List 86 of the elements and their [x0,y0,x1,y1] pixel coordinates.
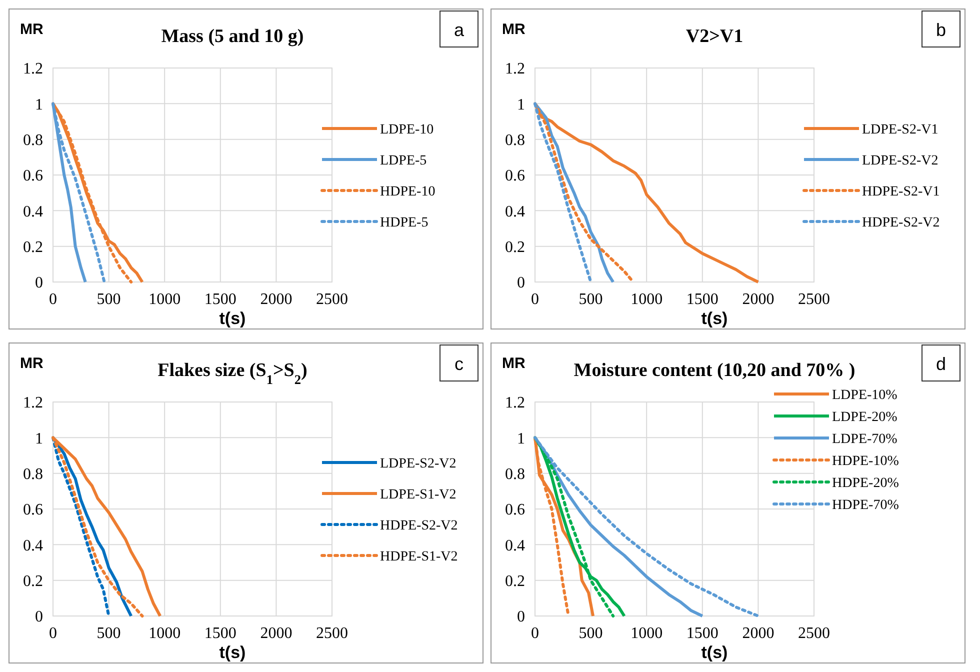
legend-label: HDPE-S1-V2 [380,549,458,564]
x-axis-title: t(s) [701,309,728,328]
y-tick-label: 0.8 [23,466,43,483]
y-axis-title: MR [502,355,526,372]
x-tick-label: 0 [531,625,539,642]
legend-label: HDPE-S2-V2 [380,518,458,534]
x-tick-label: 0 [49,291,57,308]
x-tick-label: 2500 [798,291,830,308]
legend-label: HDPE-70% [832,498,900,513]
legend-label: HDPE-5 [380,215,428,230]
text: b [936,20,946,40]
text: d [936,354,946,374]
legend-label: LDPE-S1-V2 [380,487,456,502]
y-tick-label: 1 [35,430,43,448]
y-tick-label: 1.2 [505,394,525,412]
x-tick-label: 1500 [686,291,718,308]
y-tick-label: 0.4 [505,537,525,554]
y-tick-label: 1.2 [505,60,525,78]
y-tick-label: 0.2 [505,572,525,590]
x-tick-label: 500 [578,291,603,308]
y-tick-label: 0.6 [505,502,525,519]
y-axis-title: MR [502,21,526,38]
x-tick-label: 1000 [630,625,663,642]
x-tick-label: 500 [96,291,121,308]
legend-label: LDPE-S2-V1 [862,122,938,138]
legend-label: LDPE-10% [832,388,898,403]
y-tick-label: 1 [517,430,525,448]
chart-title: V2>V1 [686,26,744,47]
legend-label: LDPE-10 [380,122,434,138]
y-axis-title: MR [20,21,44,38]
x-tick-label: 500 [578,625,603,642]
y-tick-label: 0.6 [23,502,43,519]
y-tick-label: 0.8 [23,132,43,149]
x-tick-label: 2000 [742,625,774,642]
y-tick-label: 0 [35,274,43,292]
x-axis-title: t(s) [219,643,246,662]
legend-label: HDPE-S2-V1 [862,184,940,200]
x-axis-title: t(s) [701,643,728,662]
chart-title: Mass (5 and 10 g) [161,26,304,47]
text: a [454,20,465,40]
x-tick-label: 2000 [742,291,774,308]
legend-label: HDPE-S2-V2 [862,215,940,230]
x-tick-label: 1500 [204,625,236,642]
x-tick-label: 1500 [686,625,718,642]
y-tick-label: 0 [35,608,43,626]
y-tick-label: 0.6 [23,168,43,185]
x-tick-label: 0 [531,291,539,308]
y-tick-label: 1.2 [23,394,43,412]
x-axis-title: t(s) [219,309,246,328]
x-tick-label: 500 [96,625,121,642]
x-tick-label: 2500 [316,291,348,308]
legend-label: HDPE-10 [380,184,436,200]
x-tick-label: 1000 [148,291,181,308]
x-tick-label: 1000 [630,291,663,308]
y-tick-label: 0.8 [505,132,525,149]
legend-label: LDPE-S2-V2 [380,456,456,472]
y-tick-label: 1 [517,96,525,114]
y-tick-label: 0.2 [23,238,43,256]
y-tick-label: 1.2 [23,60,43,78]
x-tick-label: 2000 [260,625,292,642]
x-tick-label: 1000 [148,625,181,642]
x-tick-label: 2000 [260,291,292,308]
y-tick-label: 0.2 [23,572,43,590]
y-tick-label: 0 [517,274,525,292]
y-tick-label: 0.8 [505,466,525,483]
y-tick-label: 0.2 [505,238,525,256]
text: c [454,354,464,374]
legend-label: HDPE-10% [832,454,900,469]
y-tick-label: 0 [517,608,525,626]
y-tick-label: 0.4 [23,537,43,554]
x-tick-label: 0 [49,625,57,642]
y-tick-label: 0.4 [505,203,525,220]
chart-title: Moisture content (10,20 and 70% ) [574,360,856,381]
y-axis-title: MR [20,355,44,372]
legend-label: LDPE-70% [832,432,898,447]
y-tick-label: 0.6 [505,168,525,185]
y-tick-label: 1 [35,96,43,114]
chart-title: Flakes size (S$_{1}$>S$_{2}$) [158,360,308,386]
legend-label: LDPE-S2-V2 [862,153,938,168]
y-tick-label: 0.4 [23,203,43,220]
legend-label: HDPE-20% [832,476,900,491]
legend-label: LDPE-5 [380,153,427,168]
x-tick-label: 2500 [798,625,830,642]
x-tick-label: 2500 [316,625,348,642]
x-tick-label: 1500 [204,291,236,308]
legend-label: LDPE-20% [832,410,898,425]
